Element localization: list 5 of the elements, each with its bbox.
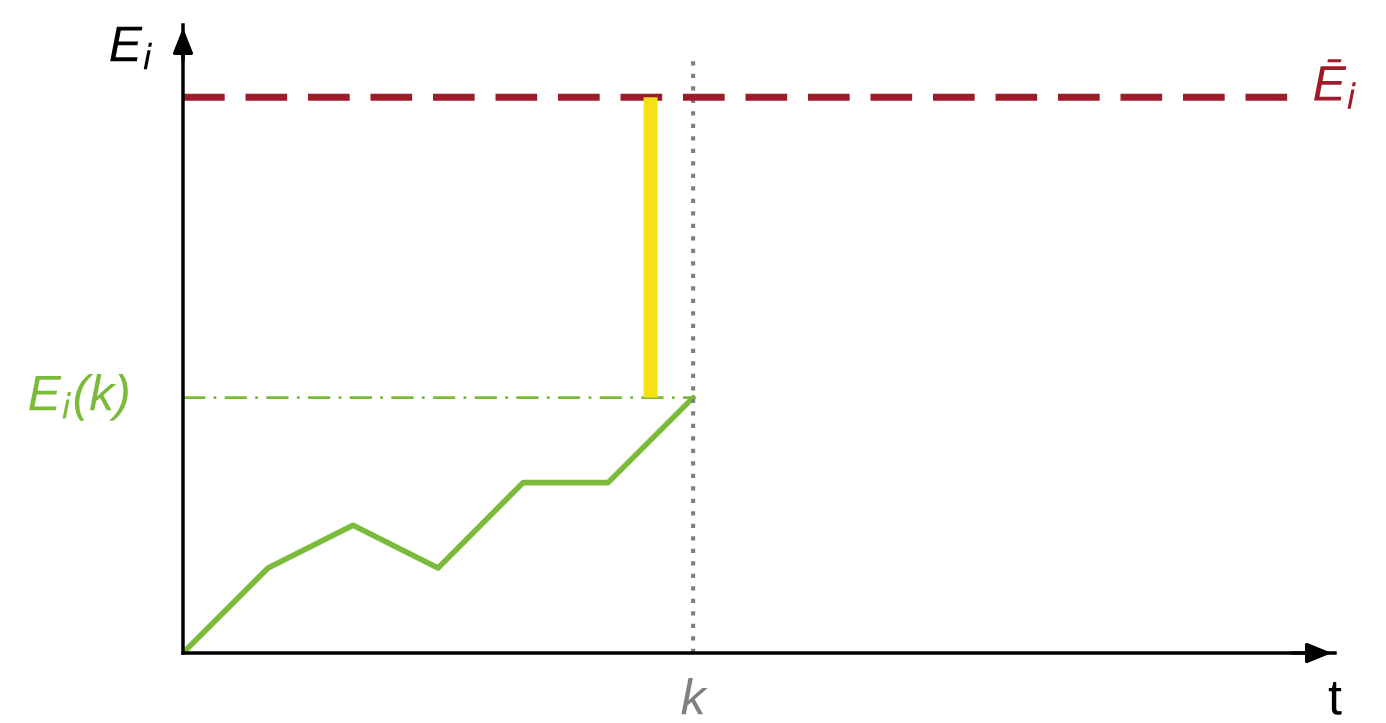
text: t [1328,682,1342,715]
ref-line-label: E$_{i}$(k) [29,374,128,421]
text: E$_{i}$ [110,26,153,70]
ref-line-label: Ē$_{i}$ [1314,59,1356,109]
text: k [681,678,708,715]
